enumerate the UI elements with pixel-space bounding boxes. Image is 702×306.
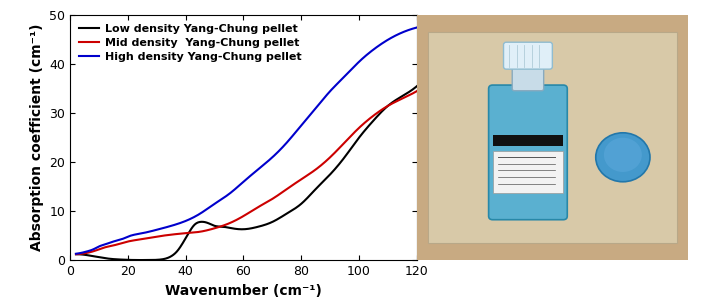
Circle shape: [596, 133, 650, 182]
Low density Yang-Chung pellet: [413, 84, 421, 88]
Mid density  Yang-Chung pellet: [413, 89, 421, 93]
Legend: Low density Yang-Chung pellet, Mid density  Yang-Chung pellet, High density Yang: Low density Yang-Chung pellet, Mid densi…: [76, 21, 305, 65]
Low density Yang-Chung pellet: [287, 209, 296, 213]
Low density Yang-Chung pellet: [113, 258, 121, 261]
High density Yang-Chung pellet: [72, 252, 80, 256]
Low density Yang-Chung pellet: [208, 223, 216, 226]
FancyBboxPatch shape: [489, 85, 567, 220]
Mid density  Yang-Chung pellet: [183, 231, 191, 235]
Circle shape: [604, 138, 642, 172]
Mid density  Yang-Chung pellet: [286, 185, 295, 188]
High density Yang-Chung pellet: [113, 239, 121, 242]
FancyBboxPatch shape: [512, 65, 543, 91]
High density Yang-Chung pellet: [319, 97, 328, 100]
Low density Yang-Chung pellet: [72, 252, 80, 256]
Line: Mid density  Yang-Chung pellet: Mid density Yang-Chung pellet: [76, 91, 417, 254]
Low density Yang-Chung pellet: [320, 178, 329, 182]
High density Yang-Chung pellet: [318, 99, 326, 103]
Mid density  Yang-Chung pellet: [206, 227, 215, 231]
Mid density  Yang-Chung pellet: [72, 252, 80, 256]
Mid density  Yang-Chung pellet: [113, 243, 121, 246]
Bar: [493, 135, 563, 146]
Low density Yang-Chung pellet: [135, 258, 144, 262]
High density Yang-Chung pellet: [286, 137, 295, 140]
Line: Low density Yang-Chung pellet: Low density Yang-Chung pellet: [76, 86, 417, 260]
Mid density  Yang-Chung pellet: [319, 161, 328, 165]
Bar: [428, 32, 677, 243]
Low density Yang-Chung pellet: [184, 233, 192, 236]
Y-axis label: Absorption coefficient (cm⁻¹): Absorption coefficient (cm⁻¹): [29, 24, 44, 252]
Low density Yang-Chung pellet: [319, 180, 327, 184]
Mid density  Yang-Chung pellet: [318, 163, 326, 166]
X-axis label: Wavenumber (cm⁻¹): Wavenumber (cm⁻¹): [165, 284, 322, 297]
Bar: [493, 151, 563, 193]
High density Yang-Chung pellet: [206, 204, 215, 208]
FancyBboxPatch shape: [503, 42, 552, 69]
High density Yang-Chung pellet: [183, 218, 191, 222]
Line: High density Yang-Chung pellet: High density Yang-Chung pellet: [76, 28, 417, 254]
High density Yang-Chung pellet: [413, 26, 421, 29]
